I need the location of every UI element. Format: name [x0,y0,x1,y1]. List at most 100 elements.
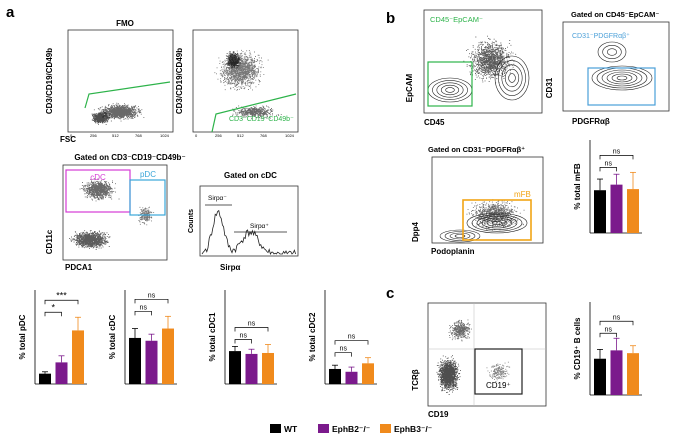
contour-line [445,87,455,93]
fmo-xtick: 512 [112,133,119,138]
b3-ylabel: Dpp4 [411,221,420,242]
panel-label-c: c [386,285,394,302]
event-dots [448,319,472,342]
b3-contours [439,212,528,243]
event-dots [463,35,517,84]
event-dots [93,102,145,122]
y-axis-label: % total cDC1 [208,312,217,361]
significance-bracket [234,327,269,332]
flow-plot-c1: CD19⁺ TCRβ CD19 [411,302,547,419]
pdc-gate-label: pDC [140,170,156,179]
sirpa-xlabel: Sirpα [220,263,241,272]
c1-gate [474,348,523,395]
legend-item-ephb3: EphB3⁻/⁻ [380,424,432,434]
significance-label: ns [605,326,613,333]
fmo-xlabel: FSC [60,135,76,144]
flow-histogram-sirpa: Gated on cDC Sirpα⁻ Sirpα⁺ Counts Sirpα [188,171,299,272]
legend-swatch [270,424,281,433]
event-dots [79,178,120,202]
flow-plot-lineage: CD3/CD19/CD49b CD3⁻CD19⁻CD49b⁻ 0 256 512… [175,29,299,138]
bar-ephb3 [262,352,274,384]
contour-line [486,219,508,227]
bar-wt [39,373,51,384]
fmo-xtick: 768 [135,133,142,138]
b2-xlabel: PDGFRαβ [572,117,610,126]
event-dots [91,110,111,125]
contour-line [508,73,516,83]
contour-line [440,84,460,96]
bar-ephb3 [72,330,84,384]
panel-label-b: b [386,10,395,27]
c1-xlabel: CD19 [428,410,449,419]
cdc-gate-label: cDC [90,173,106,182]
event-dots [436,355,461,395]
contour-line [449,232,471,240]
b1-contours [427,55,530,103]
sirpa-neg-label: Sirpα⁻ [208,195,227,202]
b1-xlabel: CD45 [424,118,445,127]
bar-wt [594,358,606,395]
contour-line [494,55,530,101]
contour-line [466,212,528,234]
fmo-gate [84,81,171,109]
significance-bracket [234,339,252,344]
bar-ephb3 [162,328,174,384]
y-axis-label: % total cDC2 [308,312,317,361]
flow-plot-b2: Gated on CD45⁻EpCAM⁻ CD31⁻PDGFRαβ⁺ CD31 … [545,10,670,126]
b3-title: Gated on CD31⁻PDGFRαβ⁺ [428,145,525,154]
bar-wt [229,351,241,384]
bar-ephb2 [610,350,623,395]
flow-plot-b1: CD45⁻EpCAM⁻ EpCAM CD45 [405,9,543,127]
bar-ephb3 [627,189,639,233]
y-axis-label: % total mFB [573,163,582,209]
contour-line [444,231,476,241]
significance-bracket [134,298,169,304]
contour-line [454,234,466,238]
c1-gate-label: CD19⁺ [486,381,511,390]
fmo-xtick: 1024 [160,133,170,138]
contour-line [607,48,617,56]
lineage-xtick: 768 [260,133,267,138]
b2-gate [587,67,656,106]
contour-line [616,75,628,81]
y-axis-label: % total pDC [18,314,27,359]
contour-line [476,216,518,230]
legend-swatch [318,424,329,433]
contour-line [439,229,481,243]
bar-ephb2 [245,353,258,384]
event-dots [226,51,241,69]
contour-line [481,217,513,229]
panel-label-a: a [6,4,15,21]
contour-line [611,73,633,83]
b3-gate [462,199,532,241]
flow-plot-fmo: FMO CD3/CD19/CD49b FSC 0 256 512 768 102… [45,19,174,144]
event-dots [69,230,111,250]
significance-bracket [44,299,79,305]
contour-line [471,214,523,232]
significance-bracket [599,332,617,338]
b2-title: Gated on CD45⁻EpCAM⁻ [571,10,659,19]
bar-ephb2 [345,371,358,384]
c1-events [436,319,511,395]
event-dots [486,361,511,384]
significance-label: ns [613,314,621,321]
legend: WT EphB2⁻/⁻ EphB3⁻/⁻ [270,424,432,434]
contour-line [432,80,468,100]
sirpa-histogram-trace [201,209,296,255]
sirpa-pos-label: Sirpα⁺ [250,223,269,230]
bar-wt [594,190,606,233]
legend-item-wt: WT [270,424,298,434]
y-axis-label: % total cDC [108,315,117,360]
lineage-ylabel: CD3/CD19/CD49b [175,48,184,114]
significance-label: * [51,302,55,312]
dc-ylabel: CD11c [45,229,54,254]
contour-line [601,69,643,87]
y-axis-label: % CD19⁺ B cells [573,317,582,380]
significance-bracket [334,352,352,357]
lineage-gate-label: CD3⁻CD19⁻CD49b⁻ [229,116,294,123]
contour-line [591,65,653,91]
fmo-title: FMO [116,19,134,28]
